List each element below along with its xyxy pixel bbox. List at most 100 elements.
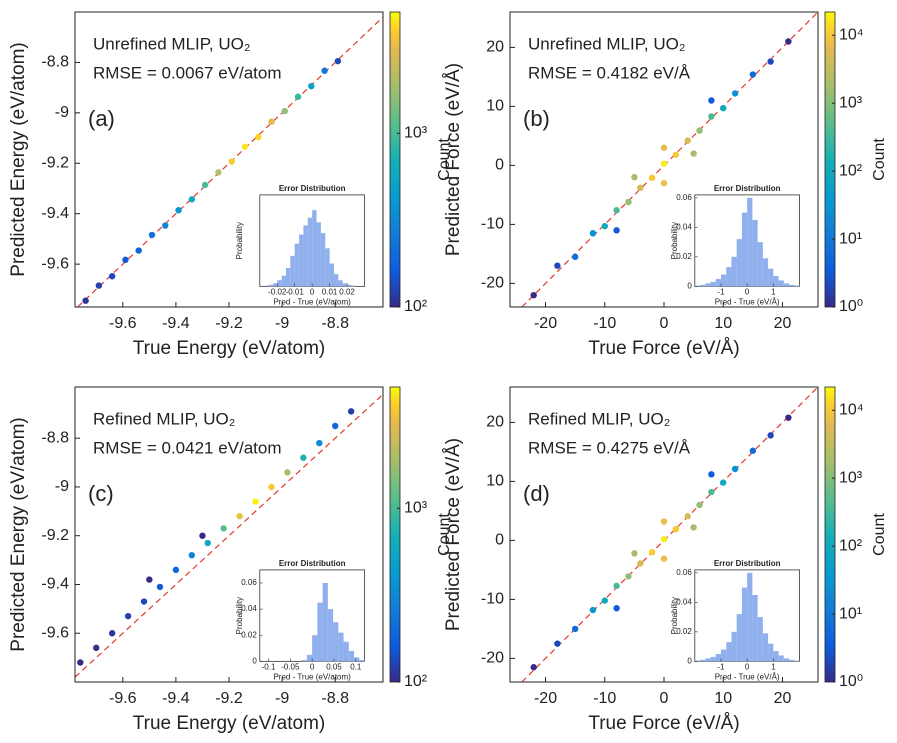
hist-bar	[268, 284, 273, 287]
inset-y-label: Probability	[670, 222, 679, 259]
point	[601, 222, 608, 230]
hist-bar	[354, 657, 360, 662]
rmse-annotation: RMSE = 0.0067 eV/atom	[93, 63, 282, 82]
panel-title: Refined MLIP, UO₂	[93, 409, 235, 428]
inset-title: Error Distribution	[714, 559, 781, 568]
hist-bar	[317, 602, 323, 662]
point	[554, 640, 561, 647]
point	[785, 38, 792, 45]
point	[660, 160, 668, 167]
hist-bar	[307, 217, 313, 287]
hist-bar	[720, 274, 727, 287]
rmse-annotation: RMSE = 0.4275 eV/Å	[528, 438, 691, 457]
hist-bar	[327, 609, 334, 662]
hist-bar	[338, 632, 344, 662]
point	[637, 560, 644, 567]
hist-bar	[312, 210, 317, 287]
inset-x-tick-label: 0.01	[322, 287, 338, 296]
x-tick-label: -20	[534, 690, 557, 707]
y-tick-label: -9.6	[41, 624, 69, 641]
x-tick-label: 20	[774, 690, 792, 707]
point	[696, 127, 703, 134]
y-tick-label: -9.6	[41, 255, 69, 272]
y-tick-label: -9.2	[41, 527, 69, 544]
hist-bar	[752, 594, 758, 662]
x-tick-label: -9	[275, 315, 289, 332]
x-axis-label: True Energy (eV/atom)	[133, 338, 326, 359]
point	[601, 597, 608, 604]
point	[268, 118, 275, 125]
y-tick-label: -9	[55, 104, 69, 121]
point	[571, 625, 579, 633]
hist-bar	[705, 283, 711, 287]
y-tick-label: -9	[55, 478, 69, 495]
hist-bar	[325, 248, 330, 287]
hist-bar	[794, 660, 800, 662]
inset-x-tick-label: 0	[745, 287, 750, 296]
y-tick-label: 20	[486, 414, 504, 431]
hist-bar	[301, 660, 307, 662]
x-tick-label: -9.4	[162, 690, 190, 707]
hist-bar	[281, 275, 286, 287]
point	[648, 549, 656, 556]
x-tick-label: 0	[660, 690, 669, 707]
inset-title: Error Distribution	[279, 184, 346, 193]
hist-bar	[789, 659, 795, 662]
hist-bar	[747, 572, 753, 662]
y-tick-label: -9.2	[41, 155, 69, 172]
inset-y-tick-label: 0	[252, 656, 257, 665]
point	[334, 57, 342, 65]
inset-x-label: Pred - True (eV/atom)	[273, 297, 351, 306]
point	[690, 524, 697, 531]
inset-title: Error Distribution	[714, 184, 781, 193]
colorbar	[824, 386, 836, 683]
point	[749, 447, 757, 454]
hist-bar	[359, 660, 365, 662]
colorbar-tick-label: 10²	[404, 673, 428, 690]
colorbar-tick-label: 10³	[839, 94, 863, 111]
point	[767, 432, 774, 439]
hist-bar	[715, 653, 721, 662]
hist-bar	[299, 234, 304, 287]
x-tick-label: -8.8	[321, 690, 349, 707]
point	[95, 282, 103, 289]
hist-bar	[322, 582, 328, 662]
point	[613, 605, 620, 612]
colorbar	[824, 11, 836, 308]
point	[108, 273, 116, 280]
y-tick-label: 20	[486, 39, 504, 56]
y-tick-label: -20	[481, 275, 504, 292]
x-axis-label: True Force (eV/Å)	[588, 713, 739, 734]
hist-bar	[783, 283, 790, 287]
x-tick-label: -10	[593, 315, 616, 332]
panel-title: Unrefined MLIP, UO₂	[528, 34, 685, 53]
panel-title: Refined MLIP, UO₂	[528, 409, 670, 428]
point	[660, 518, 668, 525]
point	[135, 247, 142, 254]
y-tick-label: -8.8	[41, 54, 69, 71]
inset-y-tick-label: 0.02	[676, 252, 692, 261]
point	[294, 93, 302, 100]
point	[720, 104, 727, 112]
x-axis-label: True Force (eV/Å)	[588, 338, 739, 359]
point	[660, 555, 668, 562]
y-tick-label: -10	[481, 591, 504, 608]
hist-bar	[303, 225, 308, 287]
inset-x-tick-label: 1	[771, 287, 776, 296]
hist-bar	[320, 233, 326, 287]
colorbar-tick-label: 10¹	[839, 230, 862, 247]
point	[316, 439, 323, 447]
hist-bar	[773, 651, 779, 662]
x-tick-label: -9.4	[162, 315, 190, 332]
x-axis-label: True Energy (eV/atom)	[133, 713, 326, 734]
hist-bar	[720, 649, 727, 662]
point	[530, 664, 537, 671]
hist-bar	[705, 658, 711, 662]
point	[255, 133, 262, 141]
hist-bar	[731, 256, 737, 287]
point	[684, 137, 691, 144]
point	[140, 598, 148, 605]
point	[613, 207, 620, 214]
point	[631, 174, 638, 181]
hist-bar	[277, 280, 282, 287]
